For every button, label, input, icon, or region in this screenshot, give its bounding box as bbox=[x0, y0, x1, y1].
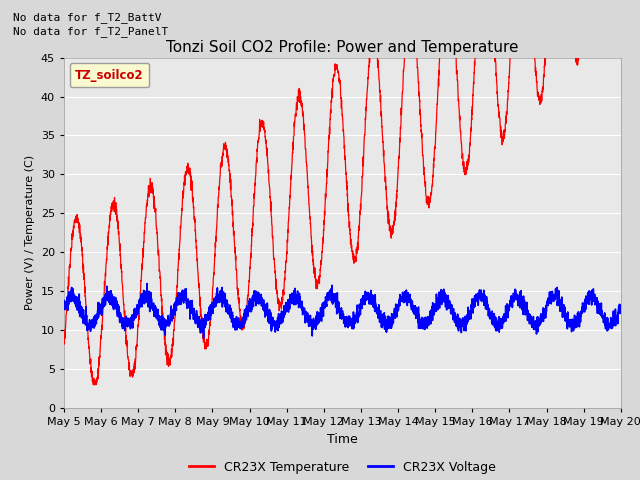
Y-axis label: Power (V) / Temperature (C): Power (V) / Temperature (C) bbox=[26, 155, 35, 311]
Title: Tonzi Soil CO2 Profile: Power and Temperature: Tonzi Soil CO2 Profile: Power and Temper… bbox=[166, 40, 518, 55]
Text: No data for f_T2_PanelT: No data for f_T2_PanelT bbox=[13, 26, 168, 37]
X-axis label: Time: Time bbox=[327, 432, 358, 445]
Legend: CR23X Temperature, CR23X Voltage: CR23X Temperature, CR23X Voltage bbox=[184, 456, 501, 479]
Text: No data for f_T2_BattV: No data for f_T2_BattV bbox=[13, 12, 161, 23]
